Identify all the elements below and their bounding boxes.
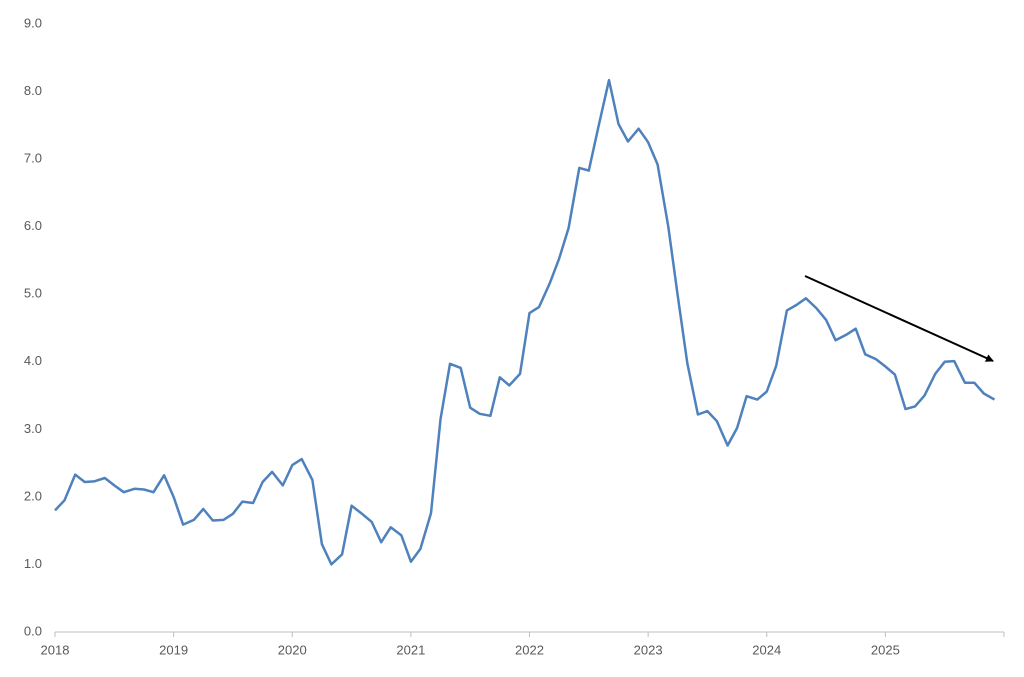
y-tick-label: 6.0: [24, 218, 42, 233]
x-tick-label: 2023: [634, 642, 663, 657]
x-tick-label: 2019: [159, 642, 188, 657]
y-tick-label: 3.0: [24, 421, 42, 436]
y-tick-label: 2.0: [24, 488, 42, 503]
x-tick-label: 2024: [752, 642, 781, 657]
y-tick-label: 8.0: [24, 83, 42, 98]
x-tick-label: 2025: [871, 642, 900, 657]
y-tick-label: 4.0: [24, 353, 42, 368]
y-tick-label: 9.0: [24, 15, 42, 30]
x-tick-label: 2022: [515, 642, 544, 657]
x-tick-label: 2020: [278, 642, 307, 657]
x-tick-label: 2018: [41, 642, 70, 657]
y-tick-label: 0.0: [24, 623, 42, 638]
y-tick-label: 5.0: [24, 286, 42, 301]
y-tick-label: 7.0: [24, 151, 42, 166]
data-line: [54, 78, 996, 566]
x-tick-label: 2021: [396, 642, 425, 657]
trend-arrow: [804, 275, 994, 362]
y-tick-label: 1.0: [24, 556, 42, 571]
